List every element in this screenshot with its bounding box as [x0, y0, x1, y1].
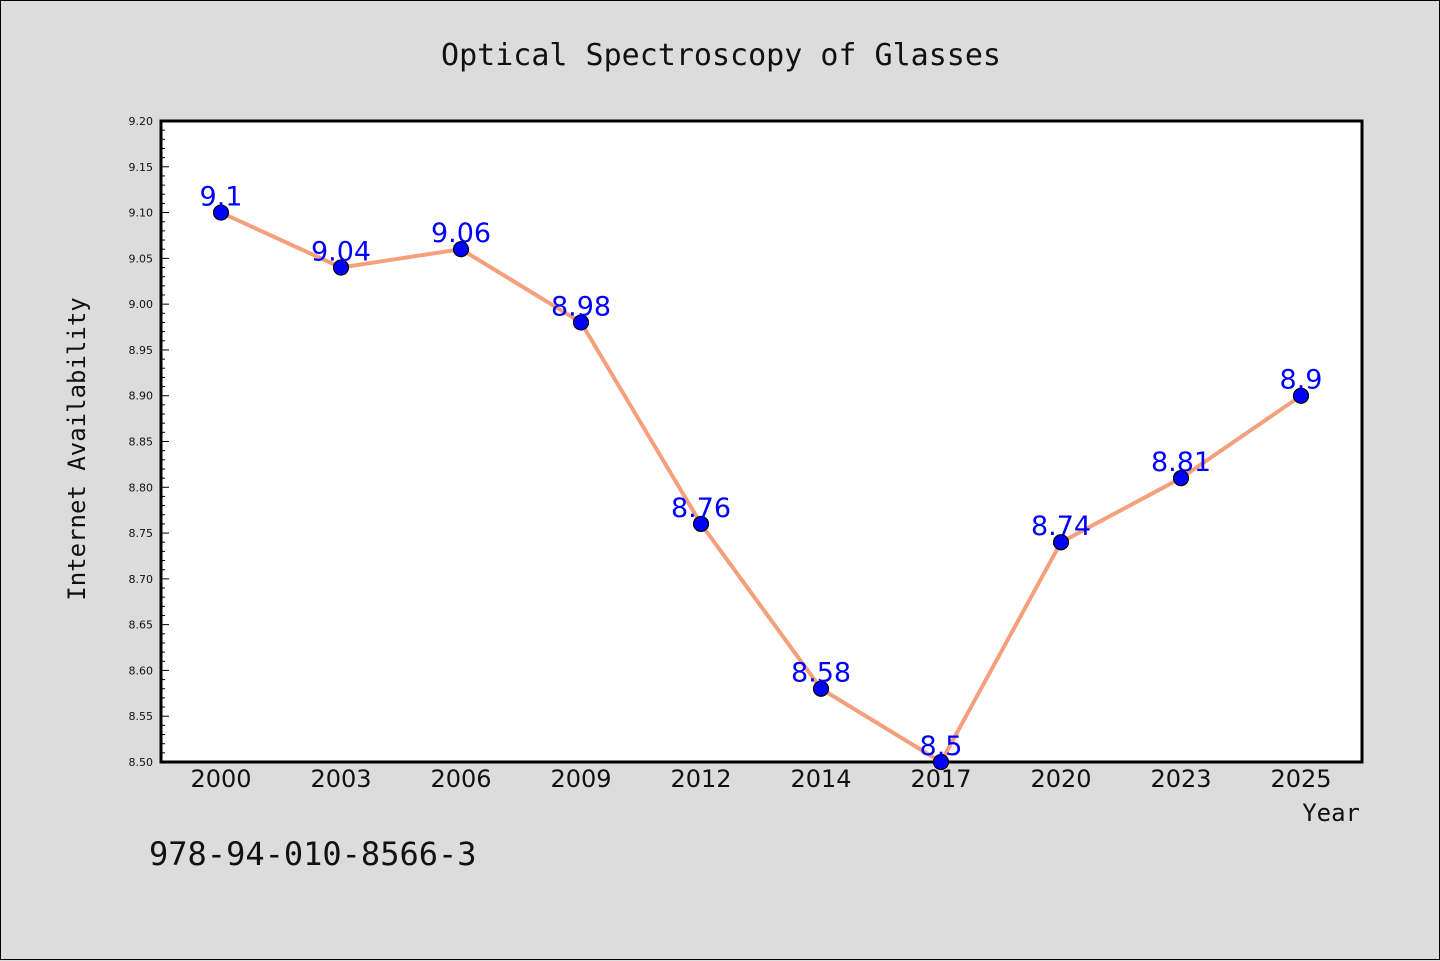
data-point [452, 241, 470, 258]
data-point [332, 259, 350, 276]
y-tick-label: 8.95 [129, 344, 154, 357]
data-label: 8.58 [791, 658, 851, 689]
chart-title: Optical Spectroscopy of Glasses [441, 38, 1001, 73]
data-point [1292, 387, 1310, 404]
data-label: 9.04 [311, 237, 371, 268]
y-tick-label: 8.50 [129, 756, 154, 769]
y-tick-label: 8.75 [129, 527, 154, 540]
x-tick-label: 2006 [430, 765, 491, 793]
data-label: 8.74 [1031, 511, 1091, 542]
x-tick-label: 2014 [790, 765, 851, 793]
y-axis-label: Internet Availability [63, 297, 91, 600]
data-label: 8.81 [1151, 447, 1211, 478]
x-tick-label: 2020 [1030, 765, 1091, 793]
x-tick-label: 2000 [190, 765, 251, 793]
y-tick-label: 8.85 [129, 436, 154, 449]
series-line [220, 210, 1303, 764]
y-tick-label: 8.60 [129, 664, 154, 677]
data-point [692, 515, 710, 533]
y-tick-label: 9.20 [129, 115, 154, 128]
x-tick-label: 2025 [1270, 765, 1331, 793]
y-tick-label: 8.55 [129, 710, 154, 723]
x-tick-label: 2003 [310, 765, 371, 793]
data-point [812, 680, 830, 697]
data-point [932, 753, 950, 771]
data-point [572, 314, 590, 331]
data-point [1172, 470, 1190, 487]
x-tick-label: 2009 [550, 765, 611, 793]
series-layer: 9.1 9.04 9.06 8.98 8.76 8.58 8.5 8.74 8.81 8.9 [200, 182, 1323, 771]
data-point [212, 204, 230, 221]
data-label: 9.06 [431, 218, 491, 249]
y-tick-label: 8.80 [129, 481, 154, 494]
x-axis-label: Year [1302, 799, 1360, 827]
y-tick-label: 9.05 [129, 252, 154, 265]
y-tick-label: 8.90 [129, 390, 154, 403]
x-axis: 2000 2003 2006 2009 2012 2014 2017 2020 2023 2025 [190, 765, 1331, 793]
y-tick-label: 9.00 [129, 298, 154, 311]
y-axis: 8.50 8.55 8.60 8.65 8.70 8.75 8.80 8.85 8.90 8.95… [129, 115, 169, 769]
y-tick-label: 8.65 [129, 619, 154, 632]
data-label: 8.98 [551, 291, 611, 322]
footnote-text: 978-94-010-8566-3 [149, 835, 477, 873]
plot-area [159, 119, 1364, 764]
x-tick-label: 2012 [670, 765, 731, 793]
data-label: 8.5 [920, 731, 963, 762]
data-point [1052, 534, 1070, 551]
data-label: 8.76 [671, 493, 731, 524]
data-label: 9.1 [200, 182, 243, 213]
y-tick-label: 9.10 [129, 207, 154, 220]
x-tick-label: 2023 [1150, 765, 1211, 793]
data-label: 8.9 [1280, 365, 1323, 396]
y-tick-label: 9.15 [129, 161, 154, 174]
y-tick-label: 8.70 [129, 573, 154, 586]
